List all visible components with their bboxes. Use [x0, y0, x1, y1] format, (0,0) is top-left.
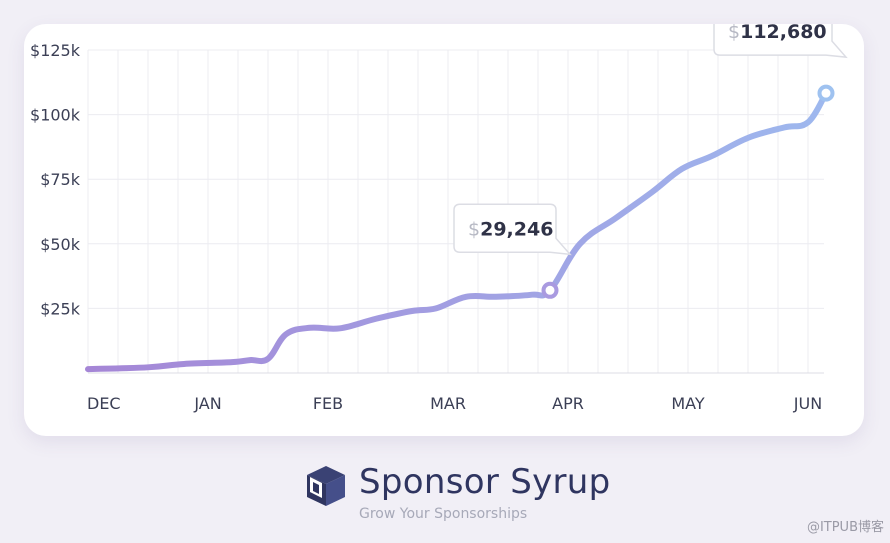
brand-tagline: Grow Your Sponsorships — [359, 506, 528, 522]
x-tick-label: DEC — [87, 394, 121, 413]
chart-card: $25k $50k $75k $100k $125k DEC JAN FEB MAR APR MAY… — [24, 24, 864, 436]
x-tick-label: JAN — [193, 394, 221, 413]
y-tick-label: $75k — [40, 170, 81, 189]
callout-amount: 112,680 — [740, 24, 827, 43]
callout-currency: $ — [468, 218, 480, 240]
watermark: @ITPUB博客 — [806, 520, 884, 535]
callout-currency: $ — [728, 24, 740, 43]
x-tick-label: JUN — [793, 394, 822, 413]
brand-name: Sponsor Syrup — [359, 462, 611, 502]
y-tick-label: $125k — [30, 41, 81, 60]
y-tick-label: $25k — [40, 299, 81, 318]
x-tick-label: MAY — [671, 394, 705, 413]
callout-value: $112,680 — [728, 24, 827, 43]
y-tick-label: $50k — [40, 235, 81, 254]
callout-amount: 29,246 — [480, 218, 553, 240]
callout-value: $29,246 — [468, 218, 553, 240]
brand-block: Sponsor Syrup Grow Your Sponsorships — [305, 460, 625, 530]
data-point-marker — [817, 84, 835, 102]
y-tick-label: $100k — [30, 106, 81, 125]
line-chart: $25k $50k $75k $100k $125k DEC JAN FEB MAR APR MAY… — [30, 24, 848, 413]
syrup-box-logo-icon — [307, 466, 345, 506]
series-line — [85, 90, 829, 373]
x-tick-label: FEB — [313, 394, 343, 413]
x-tick-label: MAR — [430, 394, 466, 413]
data-point-marker — [541, 281, 559, 299]
value-callout: $29,246 — [453, 203, 572, 256]
x-tick-label: APR — [552, 394, 584, 413]
value-callout: $112,680 — [713, 24, 848, 59]
